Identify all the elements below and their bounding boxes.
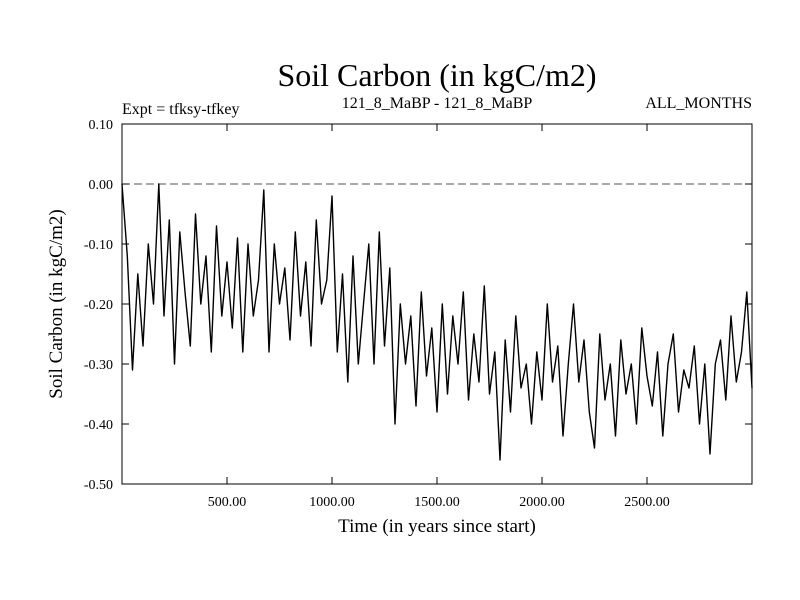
x-tick-label: 1500.00: [414, 495, 460, 510]
x-tick-label: 2000.00: [519, 495, 565, 510]
plot-frame: [121, 123, 753, 485]
y-tick-label: 0.10: [89, 118, 114, 133]
period-label: 121_8_MaBP - 121_8_MaBP: [342, 95, 533, 112]
y-tick-label: 0.00: [89, 178, 114, 193]
x-tick-label: 1000.00: [309, 495, 355, 510]
x-axis-label: Time (in years since start): [338, 516, 536, 537]
x-axis: 500.00 1000.00 1500.00 2000.00 2500.00: [208, 124, 670, 510]
chart-title: Soil Carbon (in kgC/m2): [277, 57, 596, 93]
x-tick-label: 2500.00: [624, 495, 670, 510]
y-tick-label: -0.20: [84, 298, 113, 313]
y-tick-label: -0.30: [84, 358, 113, 373]
y-axis: 0.10 0.00 -0.10 -0.20 -0.30 -0.40 -0.50: [84, 118, 752, 493]
y-tick-label: -0.50: [84, 478, 113, 493]
series-line-soil-carbon: [121, 183, 753, 461]
y-axis-label: Soil Carbon (in kgC/m2): [46, 209, 67, 398]
months-label: ALL_MONTHS: [645, 95, 752, 112]
x-tick-label: 500.00: [208, 495, 247, 510]
experiment-label: Expt = tfksy-tfkey: [122, 101, 239, 118]
y-tick-label: -0.10: [84, 238, 113, 253]
y-tick-label: -0.40: [84, 418, 113, 433]
